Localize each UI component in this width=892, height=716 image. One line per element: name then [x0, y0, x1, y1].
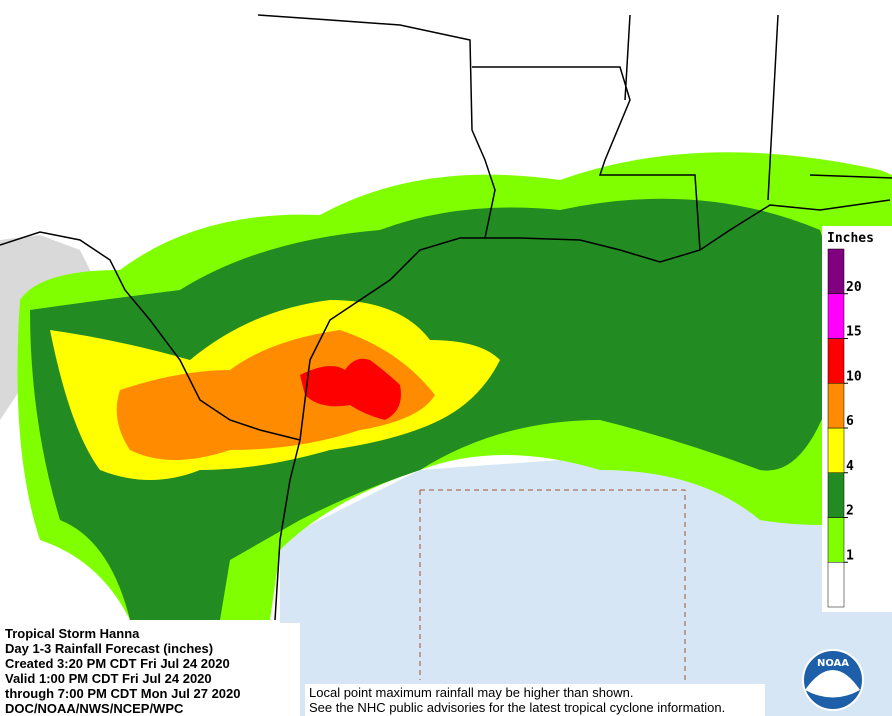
state-line-tx — [257, 14, 496, 239]
state-line-ms — [624, 14, 631, 101]
legend-swatch — [827, 562, 845, 608]
border-mexico — [0, 231, 301, 441]
legend-swatch — [827, 293, 845, 339]
legend-swatch — [827, 472, 845, 518]
gulf-water — [280, 450, 892, 716]
logo-bird — [805, 670, 860, 698]
state-line-fl — [809, 174, 892, 179]
rain-10-15 — [300, 358, 401, 420]
info-box — [0, 623, 300, 716]
boundaries — [0, 14, 892, 621]
legend-swatch — [827, 248, 845, 294]
state-line-al — [767, 14, 779, 201]
note-box — [305, 684, 765, 716]
info-line: Valid 1:00 PM CDT Fri Jul 24 2020 — [5, 671, 212, 686]
info-line: through 7:00 PM CDT Mon Jul 27 2020 — [5, 686, 241, 701]
legend-swatch — [827, 517, 845, 563]
legend-tick-label: 6 — [846, 414, 854, 429]
coastline-south — [274, 439, 301, 621]
legend-tick-label: 20 — [846, 280, 862, 295]
note-line: Local point maximum rainfall may be high… — [309, 685, 633, 700]
note-line: See the NHC public advisories for the la… — [309, 700, 725, 715]
info-line: Tropical Storm Hanna — [5, 626, 140, 641]
legend-swatch — [827, 338, 845, 384]
boundary-dashed — [419, 489, 686, 680]
note-lines: Local point maximum rainfall may be high… — [309, 685, 725, 715]
coastline — [299, 199, 891, 441]
legend-tick-label: 4 — [846, 459, 854, 474]
info-line: Created 3:20 PM CDT Fri Jul 24 2020 — [5, 656, 230, 671]
legend-swatch — [827, 383, 845, 429]
legend-scale: 1 2 4 6 10 15 20 — [827, 248, 862, 608]
state-line-la — [472, 66, 701, 251]
info-line: DOC/NOAA/NWS/NCEP/WPC — [5, 701, 184, 716]
logo-text: NOAA — [817, 658, 849, 669]
info-line: Day 1-3 Rainfall Forecast (inches) — [5, 641, 213, 656]
legend-tick-label: 2 — [846, 504, 854, 519]
legend-tick-label: 10 — [846, 369, 862, 384]
legend-tick-label: 15 — [846, 325, 862, 340]
legend-swatch — [827, 427, 845, 473]
legend-title: Inches — [827, 231, 874, 246]
legend-tick-label: 1 — [846, 548, 854, 563]
